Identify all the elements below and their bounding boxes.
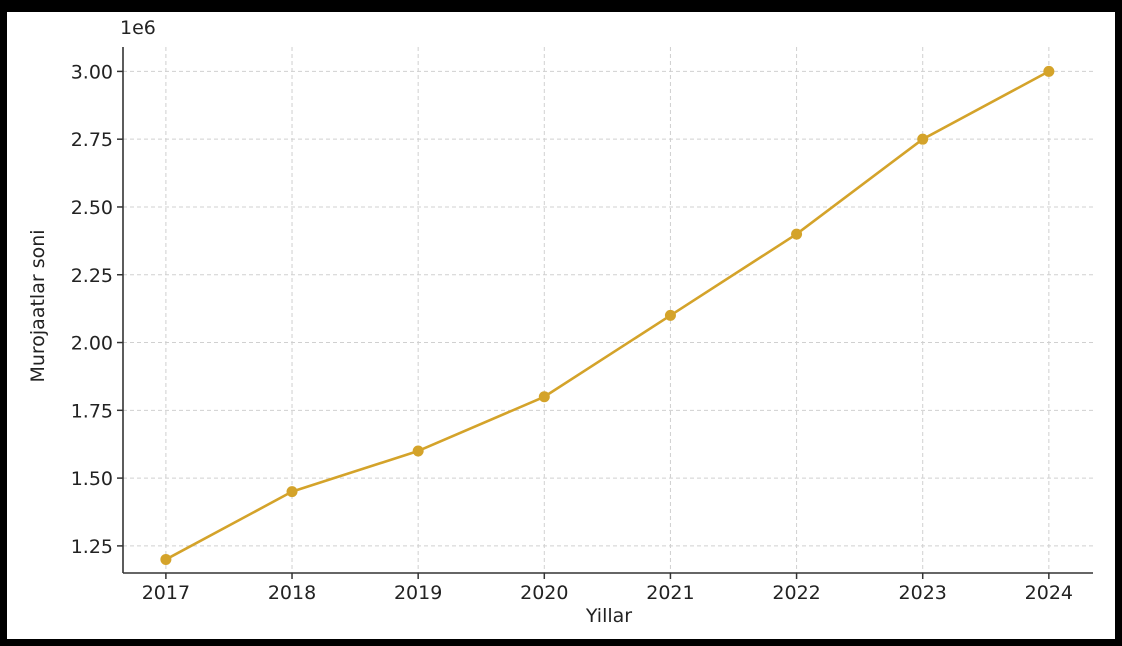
data-point	[412, 445, 424, 457]
data-point	[286, 486, 298, 498]
x-tick-label: 2022	[772, 582, 820, 604]
series-line	[165, 70, 1050, 561]
axes	[122, 47, 1093, 574]
x-tick-label: 2019	[394, 582, 442, 604]
data-point	[664, 309, 676, 321]
y-tick-label: 3.00	[71, 61, 113, 83]
data-point	[1043, 65, 1055, 77]
x-tick-label: 2021	[646, 582, 694, 604]
line-chart: 2017 2018 2019 2020 2021 2022 2023 2024 1.25 1.5…	[27, 17, 1093, 627]
y-tick-label: 1.75	[71, 400, 113, 422]
x-tick-label: 2018	[268, 582, 316, 604]
data-point	[538, 391, 550, 403]
data-point	[791, 228, 803, 240]
data-point	[917, 133, 929, 145]
series	[160, 65, 1055, 565]
cropped-title-remnant	[47, 0, 1107, 8]
y-tick-label: 2.25	[71, 265, 113, 287]
x-tick-label: 2017	[142, 582, 190, 604]
y-axis-offset-label: 1e6	[120, 17, 156, 39]
y-tick-label: 2.50	[71, 197, 113, 219]
x-tick-label: 2024	[1025, 582, 1073, 604]
x-tick-label: 2020	[520, 582, 568, 604]
x-axis-label: Yillar	[585, 605, 632, 627]
y-tick-label: 1.50	[71, 468, 113, 490]
y-tick-label: 2.00	[71, 333, 113, 355]
x-axis-ticks: 2017 2018 2019 2020 2021 2022 2023 2024	[142, 573, 1073, 604]
x-tick-label: 2023	[899, 582, 947, 604]
y-axis-ticks: 1.25 1.50 1.75 2.00 2.25 2.50 2.75 3.00	[71, 61, 123, 558]
grid	[123, 47, 1093, 573]
data-point	[160, 553, 172, 565]
y-axis-label: Murojaatlar soni	[27, 229, 49, 382]
y-tick-label: 1.25	[71, 536, 113, 558]
y-tick-label: 2.75	[71, 129, 113, 151]
